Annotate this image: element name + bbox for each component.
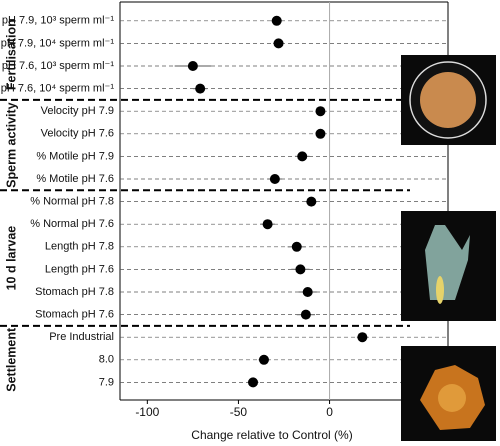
dot	[297, 151, 308, 162]
group-label: 10 d larvae	[4, 226, 18, 291]
dot	[302, 287, 313, 297]
dot	[315, 106, 326, 117]
group-label: Settlement	[4, 327, 18, 392]
y-tick-label: pH 7.9, 10³ sperm ml⁻¹	[2, 15, 115, 27]
x-axis-label: Change relative to Control (%)	[191, 428, 352, 442]
group-label: Fertilisation	[4, 19, 18, 90]
y-tick-label: Length pH 7.6	[45, 263, 114, 275]
dot	[195, 83, 206, 94]
photo-egg	[420, 72, 476, 128]
x-tick-label: 0	[326, 405, 333, 419]
y-tick-label: % Motile pH 7.6	[36, 173, 114, 185]
y-tick-label: pH 7.6, 10³ sperm ml⁻¹	[2, 60, 115, 72]
dot	[306, 196, 317, 207]
y-tick-label: 7.9	[99, 376, 114, 388]
dot	[258, 354, 269, 365]
y-tick-label: % Normal pH 7.8	[30, 196, 114, 208]
y-tick-label: Pre Industrial	[49, 331, 114, 343]
dot	[291, 241, 302, 252]
y-tick-label: Velocity pH 7.6	[41, 128, 114, 140]
dot	[271, 15, 282, 26]
y-tick-label: pH 7.6, 10⁴ sperm ml⁻¹	[1, 83, 115, 95]
y-tick-label: Stomach pH 7.8	[35, 286, 114, 298]
dot	[262, 219, 273, 230]
dot	[357, 332, 368, 343]
photo-settler-core	[438, 384, 466, 412]
dot	[315, 128, 326, 139]
dot	[295, 264, 306, 275]
y-tick-label: Velocity pH 7.9	[41, 105, 114, 117]
dot	[300, 309, 311, 320]
dot	[248, 377, 259, 388]
dot	[269, 174, 280, 184]
dot	[273, 38, 284, 49]
y-tick-label: Length pH 7.8	[45, 241, 114, 253]
y-tick-label: pH 7.9, 10⁴ sperm ml⁻¹	[1, 37, 115, 49]
y-tick-label: Stomach pH 7.6	[35, 309, 114, 321]
dot	[187, 61, 198, 71]
group-label: Sperm activity	[4, 102, 18, 188]
y-tick-label: % Normal pH 7.6	[30, 218, 114, 230]
y-tick-label: % Motile pH 7.9	[36, 150, 114, 162]
photo-larva-gut	[436, 276, 444, 304]
y-tick-label: 8.0	[99, 354, 114, 366]
x-tick-label: -50	[230, 405, 248, 419]
photo-larva	[425, 225, 470, 300]
x-tick-label: -100	[135, 405, 159, 419]
